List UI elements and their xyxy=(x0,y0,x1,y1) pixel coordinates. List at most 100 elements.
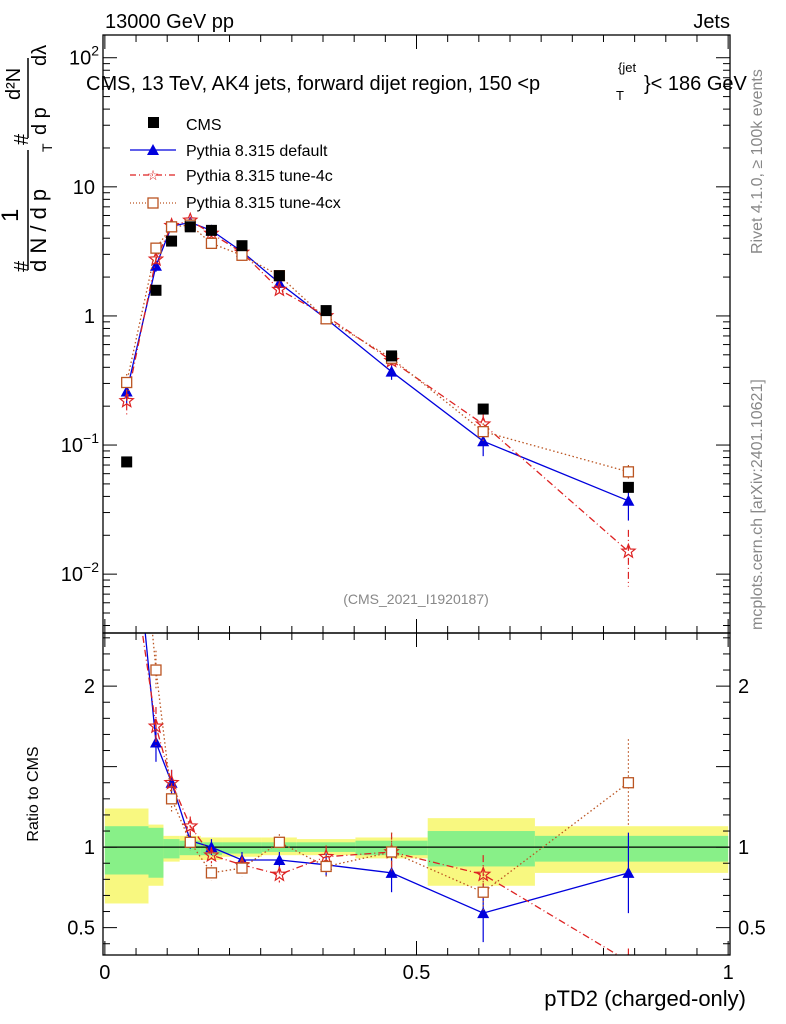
band-inner xyxy=(222,842,262,854)
main-ylabel: # 1 d N / d p T # d²N d p dλ xyxy=(0,45,55,272)
ylabel-dn: d N / d p xyxy=(26,189,51,272)
ratio-point-default xyxy=(622,866,635,878)
point-cms xyxy=(205,224,217,236)
ratio-point-tune4cx xyxy=(122,359,132,369)
point-cms xyxy=(386,350,398,362)
ylabel-top: d²N xyxy=(3,68,25,100)
ratio-point-tune4cx xyxy=(236,862,248,874)
ratio-point-tune4c xyxy=(181,817,199,834)
point-tune4cx xyxy=(477,425,489,438)
point-cms xyxy=(477,403,489,415)
ratio-point-tune4cx xyxy=(150,664,162,676)
point-tune4c xyxy=(118,392,135,408)
legend-marker-tune4cx xyxy=(147,197,159,209)
ratio-point-tune4cx xyxy=(273,836,286,848)
header-right: Jets xyxy=(693,11,730,33)
ratio-point-tune4cx xyxy=(165,793,178,805)
point-tune4cx xyxy=(622,466,635,478)
ratio-point-tune4cx xyxy=(184,836,196,848)
ratio-ytick-label-right: 2 xyxy=(738,676,749,698)
legend-marker-tune4c: ☆ xyxy=(147,167,160,183)
series-line-tune4c xyxy=(126,219,629,552)
point-cms xyxy=(320,305,332,317)
ratio-point-tune4c xyxy=(627,952,630,955)
header-left: 13000 GeV pp xyxy=(105,11,234,33)
band-inner xyxy=(163,839,180,859)
point-cms xyxy=(184,221,196,233)
ratio-point-tune4cx xyxy=(622,777,635,789)
ylabel-bottom2: dλ xyxy=(29,45,51,66)
legend-marker-cms xyxy=(148,117,159,128)
point-tune4cx xyxy=(121,376,133,389)
ratio-point-default xyxy=(121,439,133,450)
legend: CMS Pythia 8.315 default ☆ Pythia 8.315 … xyxy=(130,117,341,212)
ratio-point-default xyxy=(205,841,218,853)
xtick-label: 0.5 xyxy=(403,962,431,984)
xlabel: pTD2 (charged-only) xyxy=(544,986,746,1011)
xtick-label: 1 xyxy=(723,962,734,984)
legend-label-default: Pythia 8.315 default xyxy=(186,143,328,160)
ylabel-one: 1 xyxy=(0,209,24,222)
band-inner xyxy=(427,831,535,867)
ratio-ytick-label-left: 0.5 xyxy=(67,918,95,940)
mcplots-label: mcplots.cern.ch [arXiv:2401.10621] xyxy=(749,379,766,630)
ratio-point-tune4cx xyxy=(385,846,398,858)
ylabel-bottom: d p xyxy=(29,107,51,135)
ratio-point-tune4c xyxy=(163,774,180,790)
ratio-point-default xyxy=(477,907,490,919)
point-tune4cx xyxy=(236,249,248,261)
main-ytick-label: 10−1 xyxy=(61,430,99,457)
main-ytick-label: 1 xyxy=(84,306,95,328)
point-tune4cx xyxy=(150,242,162,254)
legend-label-tune4cx: Pythia 8.315 tune-4cx xyxy=(186,195,341,212)
point-tune4cx xyxy=(205,237,218,249)
series-line-default xyxy=(126,221,629,502)
ratio-point-tune4c xyxy=(120,518,133,531)
ratio-ylabel: Ratio to CMS xyxy=(25,746,42,841)
band-inner xyxy=(104,826,149,875)
point-cms xyxy=(121,456,133,468)
main-plot: 102 10 1 10−1 10−2 xyxy=(61,34,731,634)
point-cms xyxy=(150,284,162,296)
series-line-tune4cx xyxy=(126,224,629,473)
ratio-frame xyxy=(102,632,731,956)
ratio-line-tune4cx xyxy=(151,633,629,893)
ratio-ytick-label-left: 2 xyxy=(84,676,95,698)
ratio-point-tune4c xyxy=(271,865,288,882)
ratio-point-tune4cx xyxy=(477,886,489,898)
main-ytick-label: 102 xyxy=(69,43,99,70)
point-default xyxy=(149,259,162,271)
band-inner xyxy=(148,827,164,878)
ratio-point-tune4c xyxy=(147,717,165,734)
rivet-label: Rivet 4.1.0, ≥ 100k events xyxy=(749,69,766,254)
ratio-ytick-label-right: 0.5 xyxy=(738,918,766,940)
point-default xyxy=(622,494,635,506)
legend-label-cms: CMS xyxy=(186,117,222,134)
main-ytick-label: 10 xyxy=(73,177,95,199)
point-tune4c xyxy=(271,280,288,297)
band-inner xyxy=(534,835,729,862)
legend-marker-default xyxy=(147,144,159,155)
title-sup: {jet xyxy=(618,60,636,75)
point-cms xyxy=(622,481,634,493)
main-series xyxy=(118,211,637,587)
point-tune4c xyxy=(620,542,637,559)
ylabel-t: T xyxy=(39,143,55,152)
ratio-series xyxy=(120,359,635,955)
ratio-point-tune4c xyxy=(203,846,220,863)
ratio-point-tune4cx xyxy=(205,867,218,879)
ratio-point-default xyxy=(273,854,286,866)
ratio-point-default xyxy=(385,866,398,878)
ratio-ytick-label-left: 1 xyxy=(84,837,95,859)
title-sub: T xyxy=(616,88,624,103)
ratio-plot: 0.5 0.51 12 20 0.5 1 xyxy=(67,359,766,984)
ratio-point-tune4cx xyxy=(320,860,332,873)
xtick-label: 0 xyxy=(99,962,110,984)
point-tune4cx xyxy=(165,221,178,233)
main-ytick-label: 10−2 xyxy=(61,559,99,586)
watermark: (CMS_2021_I1920187) xyxy=(343,591,489,607)
main-title: CMS, 13 TeV, AK4 jets, forward dijet reg… xyxy=(86,60,748,103)
point-cms xyxy=(166,235,178,247)
point-default xyxy=(385,365,398,377)
ratio-ytick-label-right: 1 xyxy=(738,837,749,859)
